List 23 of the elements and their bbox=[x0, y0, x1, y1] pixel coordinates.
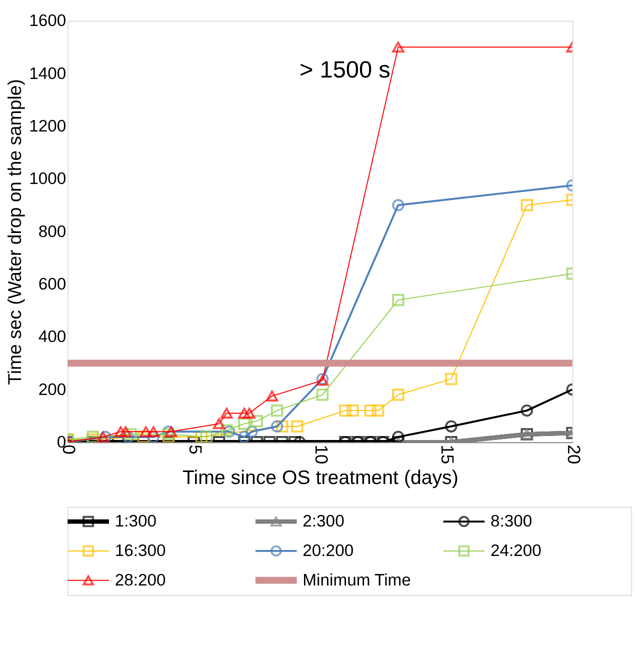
y-tick-label: 200 bbox=[38, 380, 66, 399]
x-tick-label: 15 bbox=[438, 444, 458, 464]
y-tick-label: 1000 bbox=[29, 169, 66, 188]
legend-label: 16:300 bbox=[114, 540, 166, 560]
annotation: > 1500 s bbox=[299, 56, 390, 82]
x-axis-title: Time since OS treatment (days) bbox=[182, 466, 458, 489]
x-tick-label: 20 bbox=[564, 444, 584, 464]
y-tick-label: 800 bbox=[38, 222, 66, 241]
legend-label: Minimum Time bbox=[302, 570, 411, 590]
y-tick-label: 1200 bbox=[29, 116, 66, 136]
legend-label: 24:200 bbox=[490, 540, 542, 560]
x-tick-label: 10 bbox=[312, 444, 332, 464]
legend-label: 8:300 bbox=[490, 511, 532, 530]
y-tick-label: 1600 bbox=[29, 11, 66, 30]
y-tick-label: 400 bbox=[38, 327, 66, 346]
legend-label: 1:300 bbox=[114, 511, 157, 530]
y-axis-title: Time sec (Water drop on the sample) bbox=[4, 79, 26, 385]
y-tick-label: 1400 bbox=[29, 64, 66, 83]
y-tick-label: 600 bbox=[38, 274, 66, 294]
legend-label: 2:300 bbox=[302, 511, 344, 530]
x-tick-label: 5 bbox=[185, 444, 206, 455]
legend-label: 20:200 bbox=[302, 540, 354, 560]
legend-label: 28:200 bbox=[114, 570, 166, 590]
